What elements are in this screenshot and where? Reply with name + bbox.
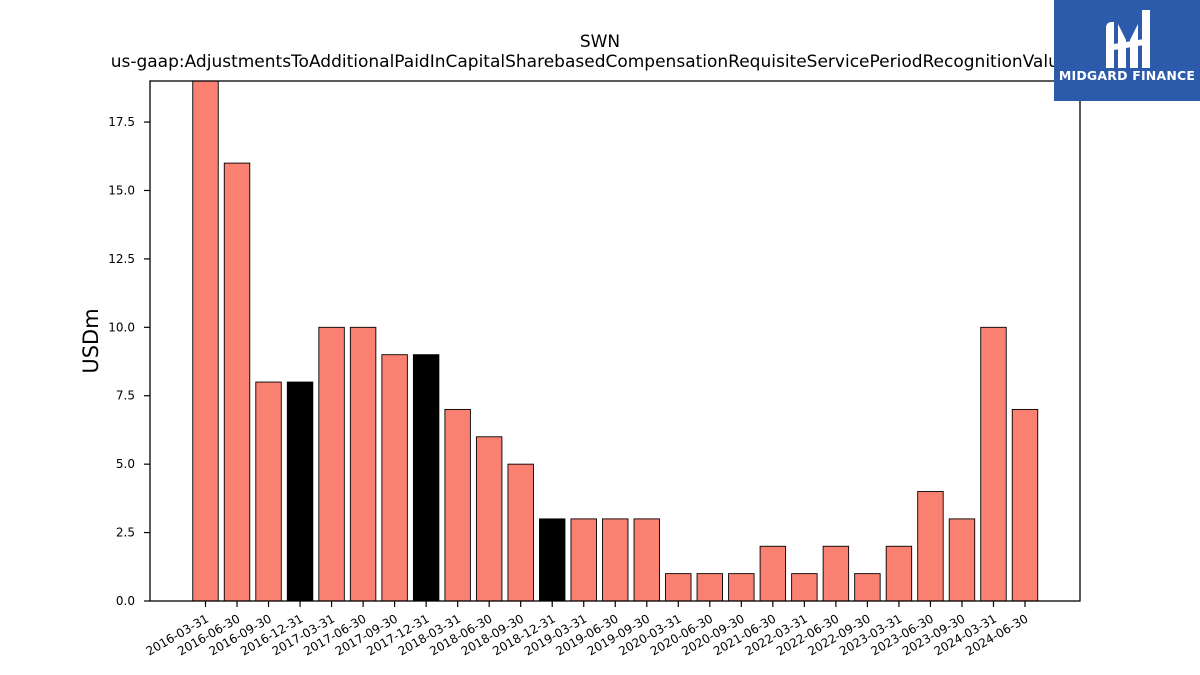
bar-2023-06-30 <box>917 491 944 602</box>
bar-2018-09-30 <box>507 463 534 602</box>
y-tick-label: 0.0 <box>116 594 135 608</box>
bar-2016-09-30 <box>255 381 282 602</box>
bar-2022-03-31 <box>791 573 818 602</box>
bar-2023-03-31 <box>885 545 913 602</box>
logo-text: MIDGARD FINANCE <box>1058 68 1196 83</box>
bar-2017-06-30 <box>349 326 377 602</box>
bar-2020-03-31 <box>665 573 692 602</box>
y-tick-label: 15.0 <box>108 183 135 197</box>
bar-2016-03-31 <box>192 80 219 602</box>
y-axis-label: USDm <box>79 308 103 373</box>
y-axis: 0.0 2.5 5.0 7.5 10.0 12.5 15.0 17.5 <box>108 115 150 608</box>
y-tick-label: 2.5 <box>116 526 135 540</box>
bar-2024-06-30 <box>1011 408 1039 602</box>
bar-2024-03-31 <box>980 326 1007 602</box>
bar-2021-06-30 <box>759 545 787 602</box>
chart-title: SWN <box>579 32 621 52</box>
bar-2023-09-30 <box>948 518 976 602</box>
bar-2019-09-30 <box>633 518 660 602</box>
chart-subtitle: us-gaap:AdjustmentsToAdditionalPaidInCap… <box>110 52 1070 72</box>
bar-2018-03-31 <box>444 408 471 602</box>
y-tick-label: 5.0 <box>116 457 135 471</box>
bar-2022-09-30 <box>854 573 881 602</box>
bar-2016-12-31 <box>286 381 314 602</box>
y-tick-label: 12.5 <box>108 252 135 266</box>
bar-2017-09-30 <box>381 354 408 602</box>
bar-2019-03-31 <box>570 518 597 602</box>
bar-2020-09-30 <box>728 573 755 602</box>
y-tick-label: 7.5 <box>116 389 135 403</box>
midgard-logo-icon <box>1106 10 1150 68</box>
bar-2019-06-30 <box>602 518 629 602</box>
bar-2016-06-30 <box>223 162 251 602</box>
x-axis: 2016-03-312016-06-302016-09-302016-12-31… <box>144 601 1031 658</box>
bars-group <box>192 80 1039 602</box>
bar-2020-06-30 <box>696 573 724 602</box>
bar-2018-12-31 <box>539 518 566 602</box>
bar-2018-06-30 <box>475 436 503 602</box>
y-tick-label: 10.0 <box>108 320 135 334</box>
bar-2017-12-31 <box>412 354 440 602</box>
y-tick-label: 17.5 <box>108 115 135 129</box>
bar-2022-06-30 <box>822 545 850 602</box>
brand-logo: MIDGARD FINANCE <box>1054 0 1200 101</box>
bar-2017-03-31 <box>318 326 345 602</box>
